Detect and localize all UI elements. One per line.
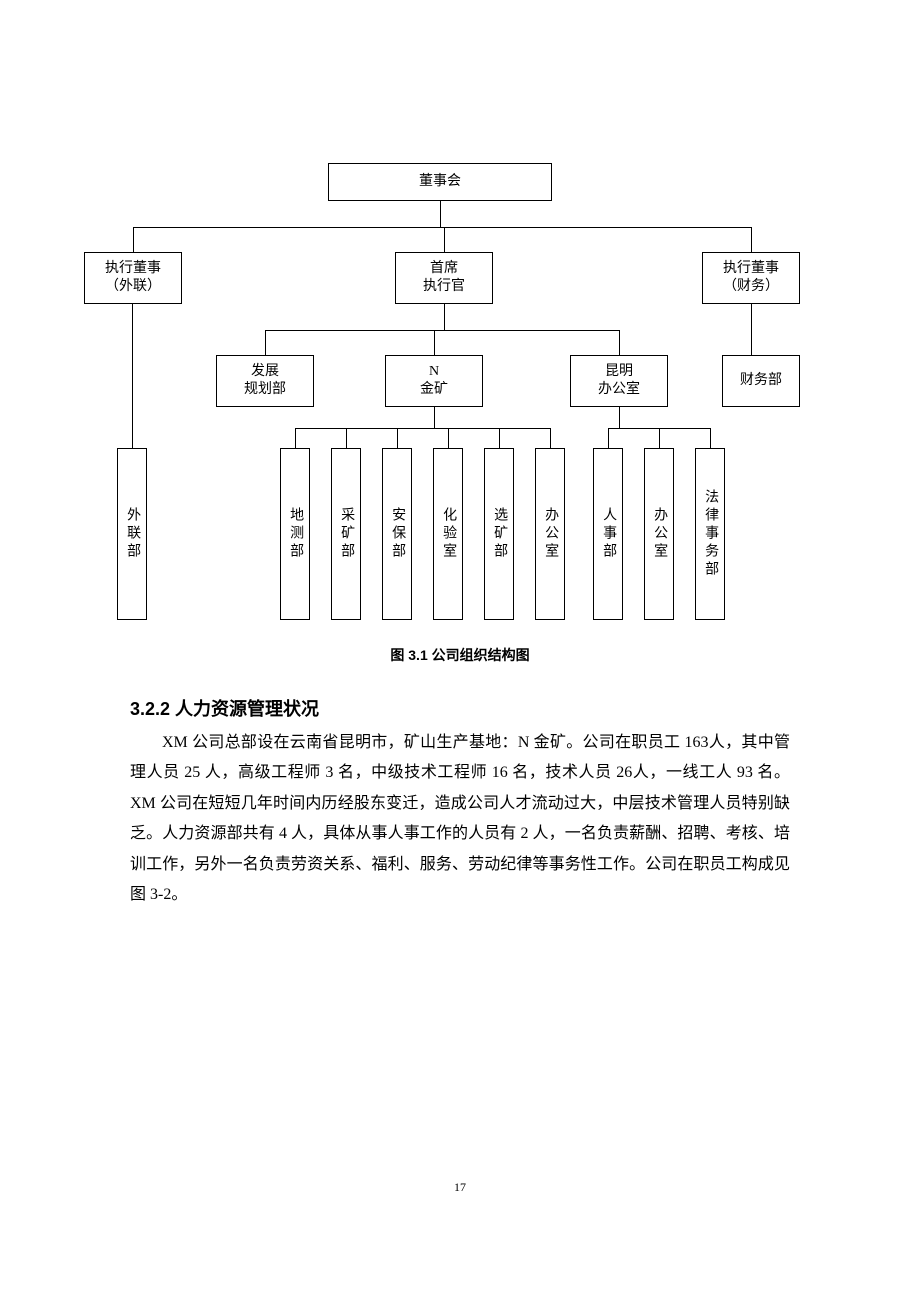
node-label: 财务部 xyxy=(740,372,782,390)
node-mine-office: 办公室 xyxy=(535,448,565,620)
edge xyxy=(751,304,752,355)
page: 董事会 执行董事 （外联） 首席 执行官 执行董事 （财务） 发展 规划部 N … xyxy=(0,0,920,1302)
node-label: 董事会 xyxy=(419,173,461,191)
node-label: 执行董事 xyxy=(723,260,779,278)
node-label: 选矿部 xyxy=(490,507,508,561)
node-label: 规划部 xyxy=(244,381,286,399)
heading-text: 3.2.2 人力资源管理状况 xyxy=(130,699,319,719)
node-label: 法律事务部 xyxy=(701,489,719,579)
node-label: 执行董事 xyxy=(105,260,161,278)
node-label: 办公室 xyxy=(650,507,668,561)
node-label: （外联） xyxy=(105,278,161,296)
org-chart: 董事会 执行董事 （外联） 首席 执行官 执行董事 （财务） 发展 规划部 N … xyxy=(0,0,920,680)
node-dev-planning: 发展 规划部 xyxy=(216,355,314,407)
body-text: XM 公司总部设在云南省昆明市，矿山生产基地：N 金矿。公司在职员工 163人，… xyxy=(130,734,790,903)
edge xyxy=(444,227,445,252)
edge xyxy=(133,227,134,252)
node-finance-dept: 财务部 xyxy=(722,355,800,407)
section-heading: 3.2.2 人力资源管理状况 xyxy=(130,695,319,721)
edge xyxy=(710,428,711,448)
edge xyxy=(265,330,266,355)
node-label: N xyxy=(429,363,439,381)
page-number: 17 xyxy=(0,1180,920,1195)
edge xyxy=(434,407,435,428)
edge xyxy=(132,304,133,448)
edge xyxy=(499,428,500,448)
node-label: 人事部 xyxy=(599,507,617,561)
node-label: 办公室 xyxy=(598,381,640,399)
node-label: （财务） xyxy=(723,278,779,296)
node-label: 办公室 xyxy=(541,507,559,561)
node-security: 安保部 xyxy=(382,448,412,620)
node-legal: 法律事务部 xyxy=(695,448,725,620)
node-label: 化验室 xyxy=(439,507,457,561)
node-ceo: 首席 执行官 xyxy=(395,252,493,304)
edge xyxy=(608,428,609,448)
edge xyxy=(619,407,620,428)
edge xyxy=(619,330,620,355)
edge xyxy=(550,428,551,448)
edge xyxy=(295,428,296,448)
node-label: 采矿部 xyxy=(337,507,355,561)
edge xyxy=(434,330,435,355)
node-label: 安保部 xyxy=(388,507,406,561)
node-label: 昆明 xyxy=(605,363,633,381)
edge xyxy=(751,227,752,252)
node-label: 首席 xyxy=(430,260,458,278)
node-label: 地测部 xyxy=(286,507,304,561)
edge xyxy=(440,201,441,227)
node-exec-director-finance: 执行董事 （财务） xyxy=(702,252,800,304)
node-n-mine: N 金矿 xyxy=(385,355,483,407)
edge xyxy=(265,330,619,331)
node-external-liaison: 外联部 xyxy=(117,448,147,620)
edge xyxy=(346,428,347,448)
edge xyxy=(444,304,445,330)
node-label: 外联部 xyxy=(123,507,141,561)
figure-caption: 图 3.1 公司组织结构图 xyxy=(0,645,920,665)
edge xyxy=(659,428,660,448)
caption-text: 图 3.1 公司组织结构图 xyxy=(390,647,529,663)
body-paragraph: XM 公司总部设在云南省昆明市，矿山生产基地：N 金矿。公司在职员工 163人，… xyxy=(130,728,790,910)
edge xyxy=(448,428,449,448)
node-exec-director-external: 执行董事 （外联） xyxy=(84,252,182,304)
node-lab: 化验室 xyxy=(433,448,463,620)
edge xyxy=(295,428,550,429)
node-label: 执行官 xyxy=(423,278,465,296)
page-number-text: 17 xyxy=(454,1180,466,1194)
node-label: 发展 xyxy=(251,363,279,381)
node-board: 董事会 xyxy=(328,163,552,201)
node-label: 金矿 xyxy=(420,381,448,399)
node-geosurvey: 地测部 xyxy=(280,448,310,620)
node-ore-processing: 选矿部 xyxy=(484,448,514,620)
edge xyxy=(397,428,398,448)
edge xyxy=(133,227,751,228)
node-hr: 人事部 xyxy=(593,448,623,620)
node-km-office: 办公室 xyxy=(644,448,674,620)
node-mining: 采矿部 xyxy=(331,448,361,620)
node-kunming-office: 昆明 办公室 xyxy=(570,355,668,407)
